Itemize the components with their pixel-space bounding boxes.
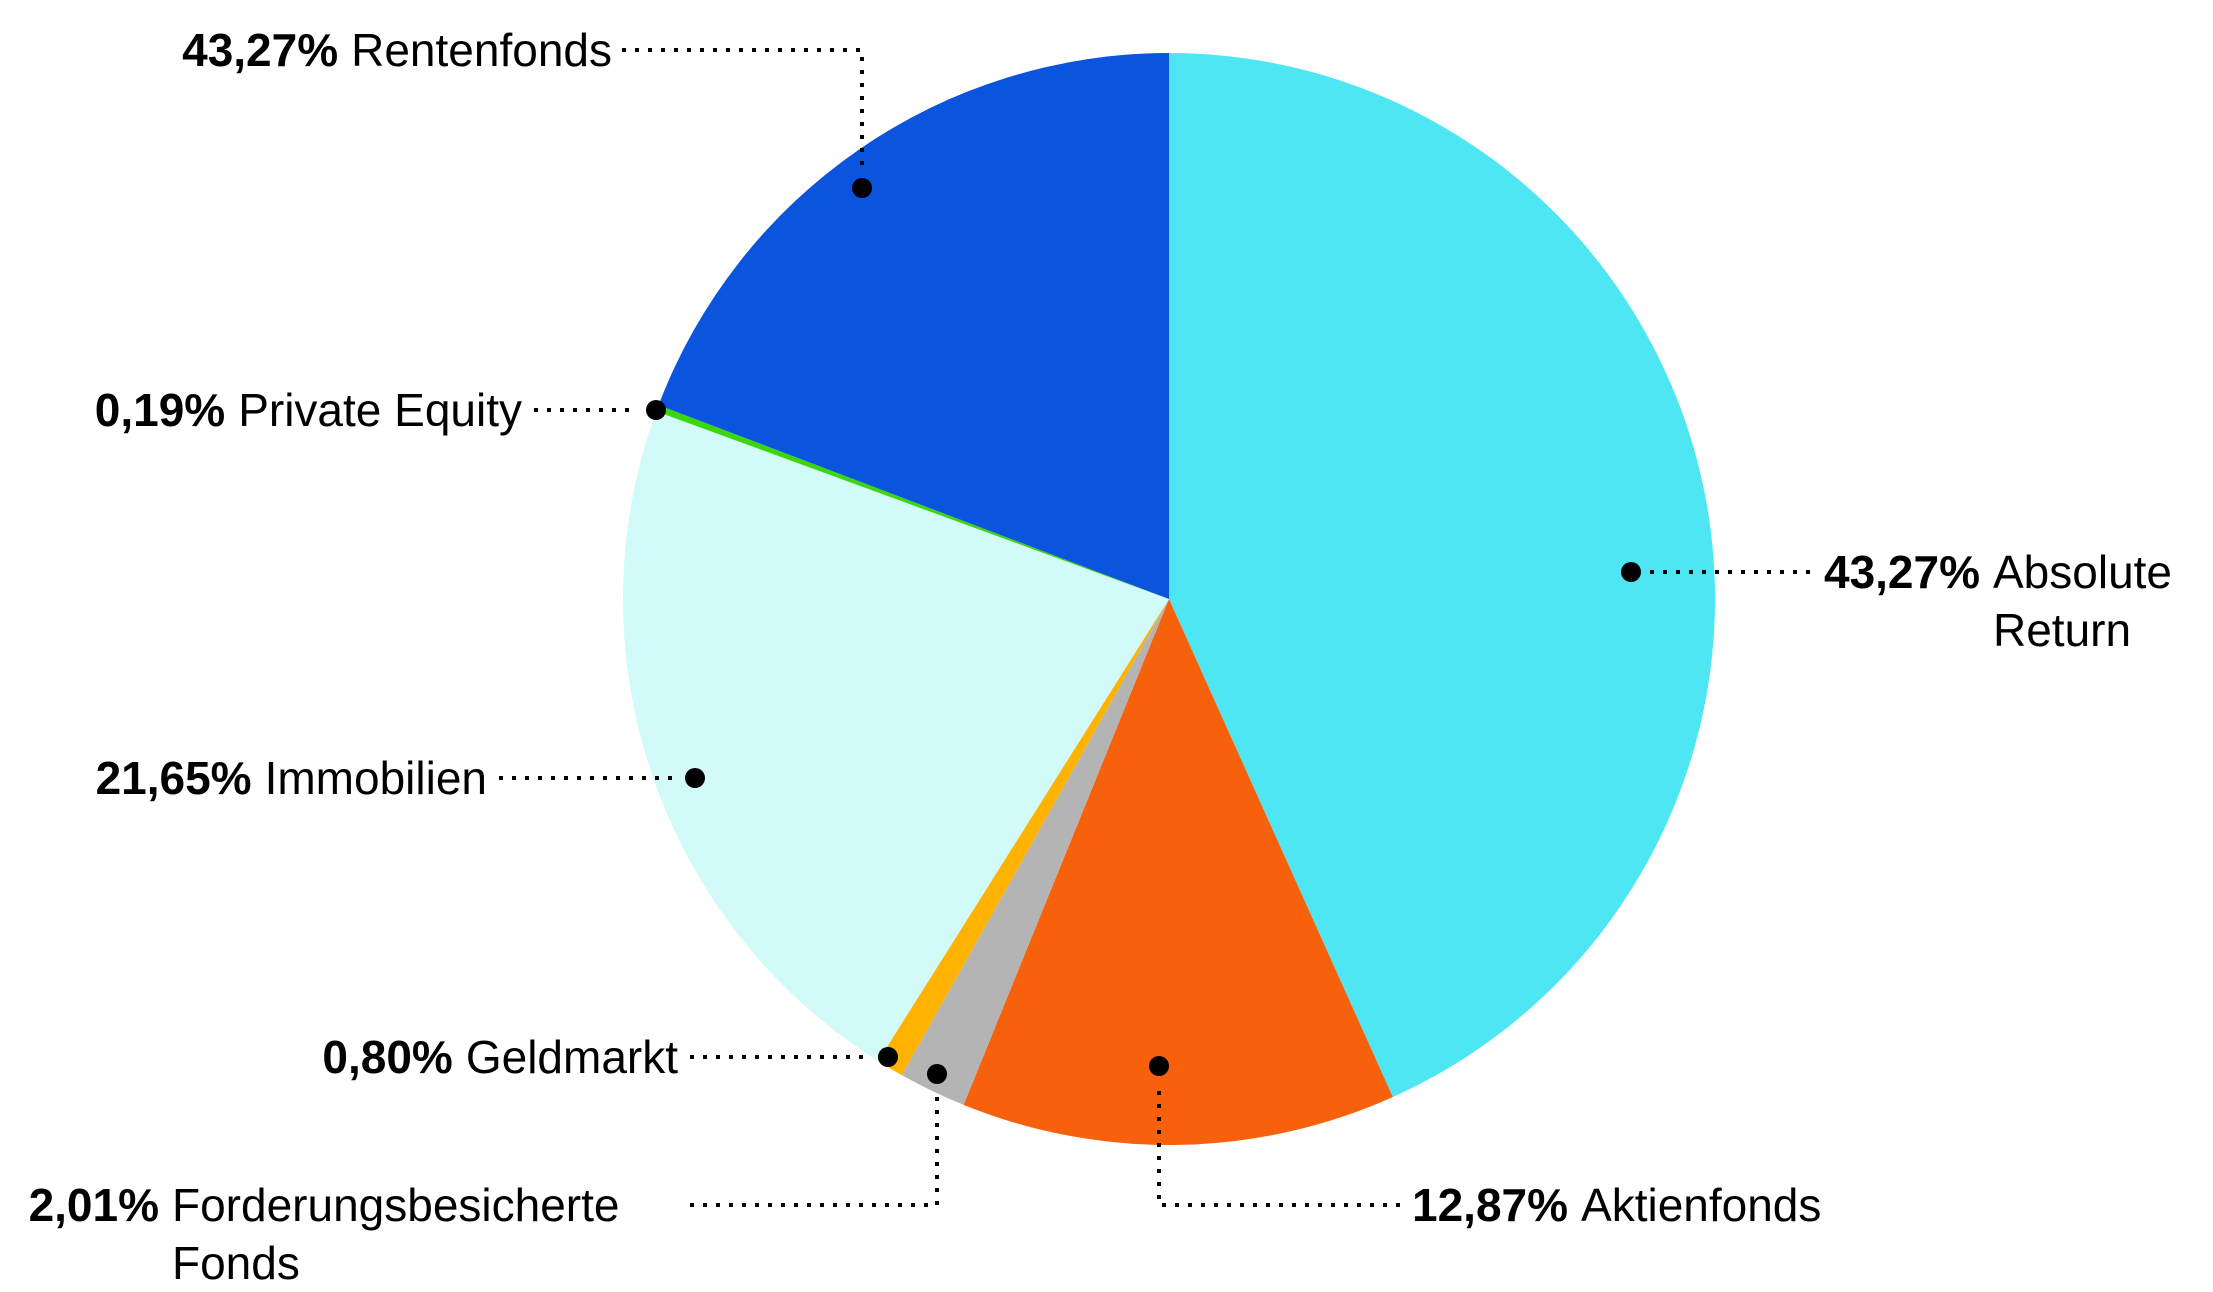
label-forderungsbesicherte-fonds: 2,01% Forderungsbesicherte Fonds	[29, 1176, 672, 1292]
label-absolute-return-name: Absolute Return	[1993, 546, 2173, 656]
dot-forderungsbesicherte-fonds	[927, 1064, 947, 1084]
label-rentenfonds: 43,27% Rentenfonds	[182, 21, 612, 79]
pie-slice-geldmarkt	[878, 599, 1169, 1076]
label-immobilien: 21,65% Immobilien	[96, 749, 487, 807]
pie-slice-private-equity	[656, 405, 1169, 599]
label-absolute-return-value: 43,27%	[1823, 546, 1980, 598]
dot-immobilien	[685, 768, 705, 788]
dot-aktienfonds	[1149, 1056, 1169, 1076]
pie-slices	[622, 53, 1716, 1145]
leader-forderungsbesicherte-fonds	[690, 1094, 939, 1207]
anchor-dots	[646, 178, 1641, 1084]
pie-slice-rentenfonds	[658, 53, 1169, 599]
dot-private-equity	[646, 400, 666, 420]
label-geldmarkt: 0,80% Geldmarkt	[322, 1028, 678, 1086]
label-private-equity-name: Private Equity	[238, 384, 522, 436]
leader-lines	[499, 48, 1812, 1207]
label-aktienfonds-value: 12,87%	[1412, 1179, 1569, 1231]
label-private-equity: 0,19% Private Equity	[95, 381, 522, 439]
label-forderungsbesicherte-fonds-value: 2,01%	[28, 1179, 159, 1231]
pie-slice-aktienfonds	[963, 599, 1393, 1145]
label-immobilien-name: Immobilien	[264, 752, 487, 804]
label-aktienfonds: 12,87% Aktienfonds	[1412, 1176, 1821, 1234]
label-geldmarkt-value: 0,80%	[322, 1031, 453, 1083]
leader-aktienfonds	[1157, 1086, 1400, 1207]
dot-geldmarkt	[878, 1047, 898, 1067]
leader-rentenfonds	[622, 48, 864, 170]
label-private-equity-value: 0,19%	[94, 384, 226, 436]
label-rentenfonds-value: 43,27%	[182, 24, 339, 76]
label-aktienfonds-name: Aktienfonds	[1581, 1179, 1822, 1231]
label-rentenfonds-name: Rentenfonds	[351, 24, 612, 76]
label-geldmarkt-name: Geldmarkt	[465, 1031, 678, 1083]
label-forderungsbesicherte-fonds-name: Forderungsbesicherte Fonds	[172, 1179, 620, 1289]
label-absolute-return: 43,27% Absolute Return	[1824, 543, 2203, 659]
dot-rentenfonds	[852, 178, 872, 198]
label-immobilien-value: 21,65%	[95, 752, 252, 804]
pie-slice-immobilien	[622, 411, 1169, 1062]
dot-absolute-return	[1621, 562, 1641, 582]
pie-slice-forderungsbesicherte-fonds	[901, 599, 1169, 1105]
pie-slice-absolute-return	[1169, 53, 1716, 1098]
